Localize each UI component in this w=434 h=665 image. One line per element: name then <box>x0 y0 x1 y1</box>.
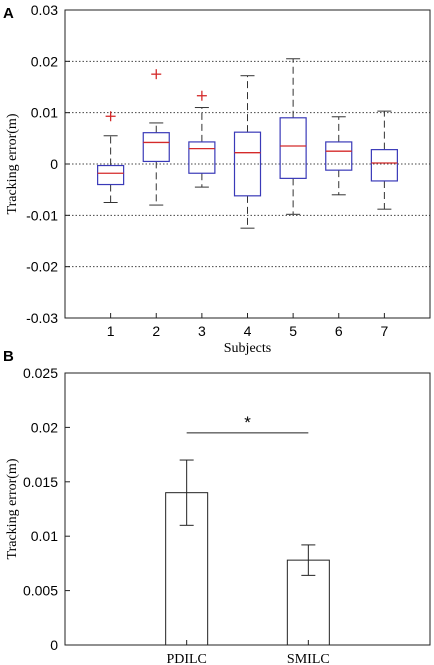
panel-a: A 0.03 0.02 0.01 0 -0.01 -0.02 -0.03 1 2 3 4 5 6 7 S… <box>3 2 431 356</box>
a-x-tick-label: 5 <box>289 323 297 339</box>
a-y-tick-label: -0.02 <box>26 259 58 275</box>
a-box-4 <box>233 75 262 229</box>
b-y-tick-label: 0 <box>50 637 58 653</box>
a-boxes <box>97 58 398 229</box>
a-gridlines <box>65 9 430 319</box>
a-box-5 <box>279 58 307 215</box>
a-box-body <box>233 131 262 197</box>
b-bar-group-PDILC <box>165 459 209 646</box>
a-y-tick-label: -0.03 <box>26 310 58 326</box>
a-x-tick-label: 7 <box>380 323 388 339</box>
a-box-3 <box>188 90 216 188</box>
a-box-body <box>370 149 398 182</box>
a-y-tick-label: 0.03 <box>31 2 58 18</box>
b-plot-frame <box>64 372 431 646</box>
a-y-tick-label: 0.02 <box>31 53 58 69</box>
a-box-1 <box>97 111 125 203</box>
a-box-7 <box>370 110 398 210</box>
b-y-tick-label: 0.005 <box>23 583 58 599</box>
a-box-body <box>279 117 307 179</box>
b-x-ticks: PDILC SMILC <box>166 640 330 665</box>
b-significance-marker: * <box>244 413 251 432</box>
a-box-6 <box>325 116 353 196</box>
a-box-body <box>97 164 125 186</box>
b-x-tick-label: SMILC <box>287 652 330 665</box>
a-box-2 <box>142 69 170 206</box>
a-x-tick-label: 2 <box>152 323 160 339</box>
b-y-tick-label: 0.015 <box>23 474 58 490</box>
panel-label-b: B <box>3 348 14 365</box>
a-y-tick-label: 0.01 <box>31 105 58 121</box>
a-box-body <box>325 141 353 171</box>
a-box-body <box>188 141 216 174</box>
a-x-tick-label: 3 <box>198 323 206 339</box>
a-y-axis-label: Tracking error(m) <box>5 113 20 214</box>
a-plot-frame <box>64 9 431 319</box>
b-x-tick-label: PDILC <box>166 652 206 665</box>
a-y-tick-label: -0.01 <box>26 207 58 223</box>
a-box-body <box>142 132 170 163</box>
b-y-tick-label: 0.025 <box>23 365 58 381</box>
a-x-tick-label: 1 <box>107 323 115 339</box>
b-y-tick-label: 0.01 <box>31 528 58 544</box>
a-x-tick-label: 4 <box>244 323 252 339</box>
b-bars <box>165 459 330 646</box>
a-x-ticks: 1 2 3 4 5 6 7 <box>107 313 388 339</box>
panel-label-a: A <box>3 5 14 22</box>
b-bar-group-SMILC <box>286 544 330 646</box>
a-y-ticks: 0.03 0.02 0.01 0 -0.01 -0.02 -0.03 <box>26 2 70 326</box>
a-y-tick-label: 0 <box>50 156 58 172</box>
b-y-tick-label: 0.02 <box>31 419 58 435</box>
b-y-ticks: 0 0.005 0.01 0.015 0.02 0.025 <box>23 365 70 653</box>
a-x-axis-label: Subjects <box>224 341 271 356</box>
b-y-axis-label: Tracking error(m) <box>5 458 20 559</box>
a-x-tick-label: 6 <box>335 323 343 339</box>
